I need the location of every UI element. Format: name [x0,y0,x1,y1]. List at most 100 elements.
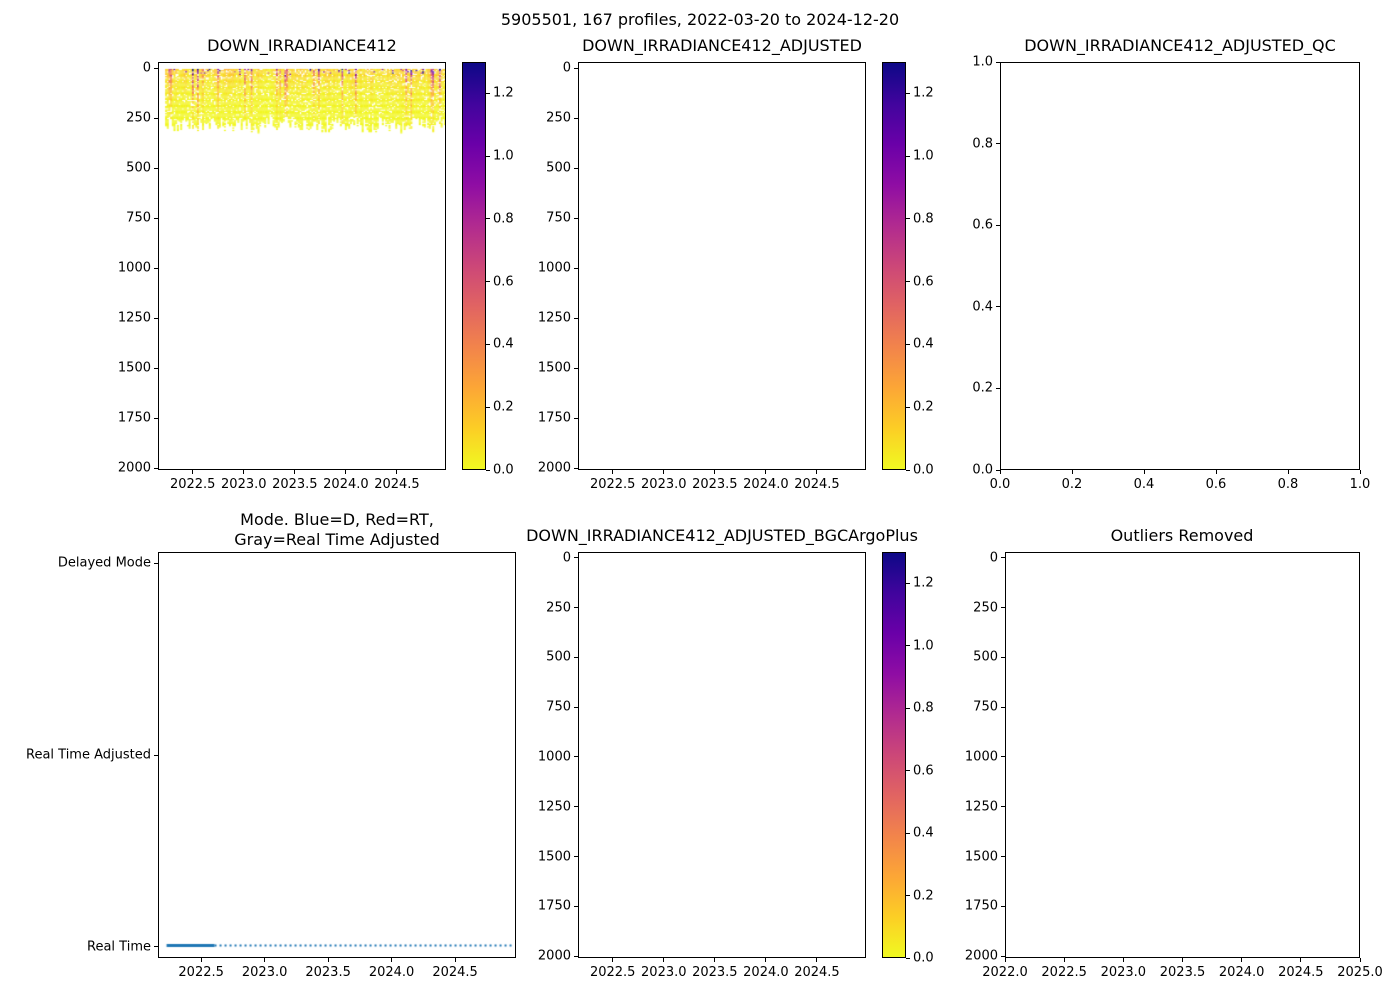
y-tick-label: 0.0 [972,462,993,478]
x-tick-label: 0.4 [1133,477,1155,492]
x-tick-mark [612,470,614,474]
y-tick-mark [1001,955,1005,957]
x-tick-label: 2025.0 [1337,965,1383,980]
x-tick-label: 2023.5 [692,477,738,492]
x-tick-label: 2023.0 [241,965,288,980]
x-tick-mark [1300,958,1302,962]
colorbar-tick-label: 0.6 [913,763,934,779]
x-tick-mark [1182,958,1183,962]
y-tick-mark [1001,806,1005,808]
x-tick-mark [1359,470,1361,474]
y-tick-label: 1500 [964,849,998,864]
subplot-title: DOWN_IRRADIANCE412 [207,36,397,55]
x-tick-mark [663,470,665,474]
x-tick-label: 0.2 [1061,477,1083,492]
x-tick-label: 2022.5 [589,477,636,492]
y-tick-label: 750 [546,699,571,715]
x-tick-label: 2023.5 [272,477,318,492]
y-tick-mark [1001,557,1005,559]
colorbar-tick-label: 0.0 [913,462,934,478]
y-tick-label: 250 [973,600,998,616]
y-tick-mark [1001,856,1005,857]
x-tick-mark [714,958,716,962]
x-tick-mark [345,470,347,474]
plot-area-down-irradiance412-adjusted [578,62,866,470]
plot-area-outliers-removed [1005,552,1360,958]
x-tick-mark [264,958,266,962]
colorbar-tick-label: 1.0 [913,148,934,164]
y-tick-label: 1750 [117,410,151,426]
y-tick-mark [996,387,1000,389]
y-tick-label: 1250 [537,310,571,326]
y-tick-mark [574,467,578,469]
y-tick-label: 1500 [537,360,571,376]
x-tick-label: 2023.0 [641,965,687,980]
y-tick-mark [154,317,158,319]
y-tick-mark [574,167,578,169]
colorbar-tick-mark [906,707,910,709]
x-tick-mark [454,958,456,962]
x-tick-label: 2023.0 [641,477,687,492]
y-tick-label: Real Time Adjusted [26,747,151,763]
y-tick-label: 500 [973,649,998,665]
x-tick-mark [1287,470,1289,474]
subplot-title: Mode. Blue=D, Red=RT, Gray=Real Time Adj… [234,510,440,549]
y-tick-label: 1250 [117,310,151,326]
x-tick-mark [1071,470,1073,474]
colorbar-tick-label: 0.4 [493,336,514,352]
figure-suptitle: 5905501, 167 profiles, 2022-03-20 to 202… [500,10,900,29]
colorbar-tick-mark [906,895,910,897]
x-tick-label: 1.0 [1349,477,1371,492]
y-tick-mark [154,754,158,756]
colorbar-down-irradiance412-adjusted [882,62,906,470]
x-tick-label: 2023.5 [692,965,738,980]
x-tick-mark [1241,958,1243,962]
colorbar-tick-mark [906,832,910,834]
x-tick-mark [327,958,329,962]
y-tick-label: 0 [562,550,571,566]
y-tick-mark [154,467,158,469]
plot-area-down-irradiance412 [158,62,446,470]
y-tick-label: 2000 [537,460,571,476]
x-tick-mark [1215,470,1217,474]
x-tick-label: 2024.5 [374,477,420,492]
y-tick-label: 0 [989,550,998,566]
colorbar-tick-label: 0.2 [493,399,514,415]
x-tick-label: 2024.0 [743,965,789,980]
y-tick-label: 1250 [964,799,998,815]
colorbar-tick-label: 1.2 [493,85,514,101]
subplot-title: DOWN_IRRADIANCE412_ADJUSTED [582,36,862,55]
y-tick-mark [574,607,578,609]
plot-area-down-irradiance412-adjusted-qc [1000,62,1360,470]
y-tick-mark [154,217,158,219]
y-tick-label: 250 [546,110,571,126]
y-tick-label: 1000 [537,260,571,276]
colorbar-tick-label: 0.6 [913,274,934,290]
colorbar-tick-mark [906,406,910,408]
x-tick-label: 2023.0 [1100,965,1147,980]
y-tick-mark [1001,607,1005,609]
colorbar-tick-label: 0.2 [913,399,934,415]
y-tick-mark [154,946,158,947]
colorbar-tick-mark [486,343,490,345]
y-tick-label: 750 [546,210,571,226]
colorbar-tick-mark [906,645,910,647]
y-tick-mark [574,706,578,708]
y-tick-label: 1000 [117,260,151,276]
y-tick-mark [154,367,158,369]
colorbar-tick-label: 1.2 [913,575,934,591]
x-tick-mark [1122,958,1124,962]
x-tick-label: 2024.0 [368,965,415,980]
subplot-title: DOWN_IRRADIANCE412_ADJUSTED_QC [1024,36,1336,55]
y-tick-mark [574,417,578,419]
y-tick-label: 1000 [537,749,571,765]
y-tick-mark [574,905,578,907]
x-tick-mark [765,958,767,962]
colorbar-tick-mark [906,155,910,157]
x-tick-label: 2024.5 [794,477,840,492]
plot-area-down-irradiance412-adjusted-bgcargoplus [578,552,866,958]
x-tick-label: 0.8 [1277,477,1299,492]
y-tick-label: 1500 [537,849,571,864]
colorbar-tick-mark [906,343,910,345]
x-tick-mark [294,470,296,474]
